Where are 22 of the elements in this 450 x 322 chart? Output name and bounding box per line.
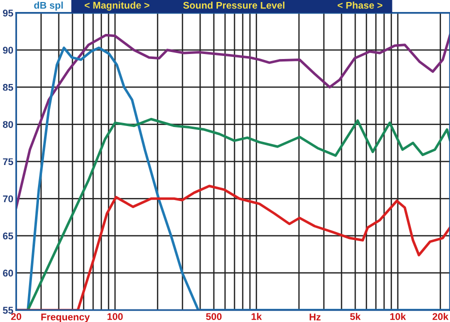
x-tick-label: 500 <box>206 313 222 320</box>
y-tick-label: 70 <box>3 195 14 202</box>
text: < Magnitude > <box>84 2 150 11</box>
y-tick-label: 95 <box>2 10 14 16</box>
y-tick-label: 90 <box>2 46 14 54</box>
chart-title: Sound Pressure Level <box>183 2 284 9</box>
x-tick-label: 100 <box>108 313 123 320</box>
x-tick-label: 20k <box>432 312 448 320</box>
x-tick-label: 10k <box>390 312 406 320</box>
x-axis-title: Frequency <box>41 314 90 322</box>
y-tick-label: 85 <box>2 84 14 91</box>
x-tick-label: 5k <box>350 312 361 320</box>
y-tick-label: 75 <box>3 158 14 166</box>
y-tick-label: 60 <box>2 270 14 277</box>
y-axis-title: dB spl <box>34 2 63 11</box>
y-tick-label: 65 <box>2 232 14 240</box>
x-tick-label: 20 <box>11 313 22 320</box>
y-tick-label: 80 <box>2 121 14 128</box>
text: < Phase > <box>338 2 382 9</box>
x-tick-label: 1k <box>252 312 262 320</box>
y-tick-label: 55 <box>2 306 14 314</box>
text: Hz <box>310 314 321 320</box>
